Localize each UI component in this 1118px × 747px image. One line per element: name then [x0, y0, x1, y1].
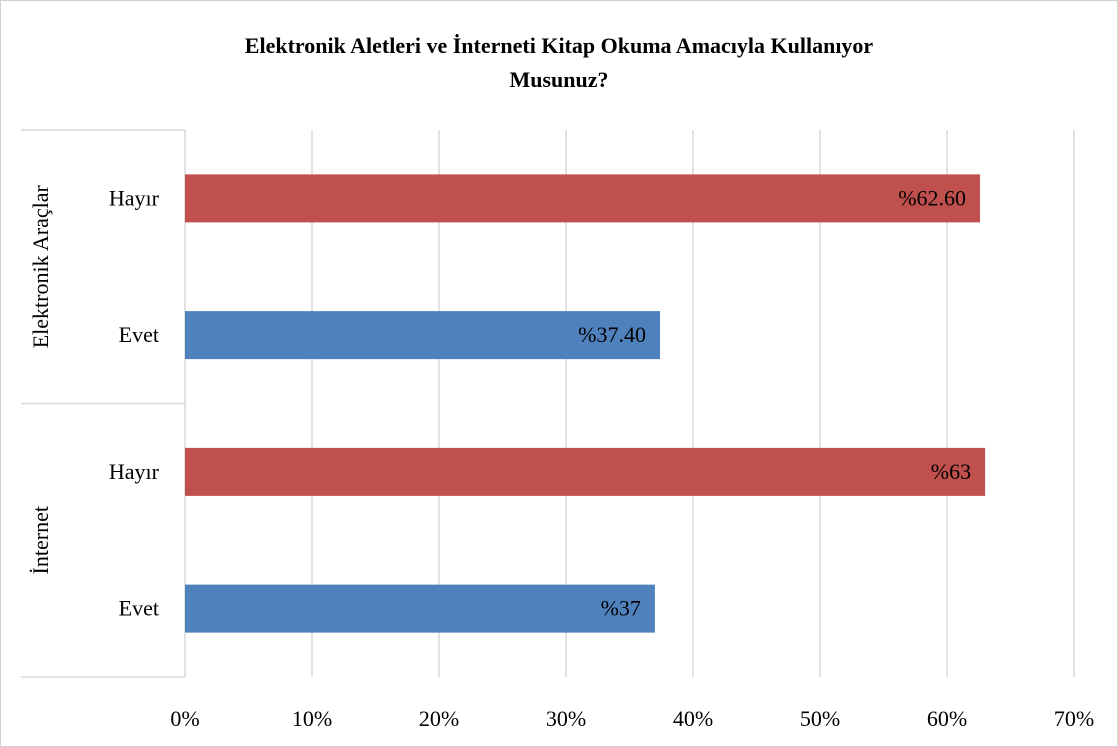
- chart-title-line-2: Musunuz?: [509, 67, 609, 92]
- bar: [185, 447, 986, 496]
- x-tick-label: 0%: [170, 706, 199, 731]
- category-label: Hayır: [109, 459, 160, 484]
- category-label: Hayır: [109, 185, 160, 210]
- data-label: %37.40: [578, 322, 646, 347]
- bar: [185, 584, 655, 633]
- x-tick-label: 70%: [1054, 706, 1094, 731]
- bar: [185, 174, 981, 223]
- x-tick-label: 10%: [292, 706, 332, 731]
- category-label: Evet: [119, 322, 159, 347]
- data-label: %62.60: [898, 185, 966, 210]
- x-tick-label: 60%: [927, 706, 967, 731]
- group-label: İnternet: [28, 506, 53, 574]
- bar: [185, 311, 660, 360]
- chart-title-line-1: Elektronik Aletleri ve İnterneti Kitap O…: [244, 33, 874, 58]
- data-label: %37: [601, 596, 641, 621]
- x-tick-label: 30%: [546, 706, 586, 731]
- x-tick-label: 20%: [419, 706, 459, 731]
- data-label: %63: [931, 459, 971, 484]
- category-label: Evet: [119, 596, 159, 621]
- x-tick-label: 50%: [800, 706, 840, 731]
- x-tick-label: 40%: [673, 706, 713, 731]
- group-label: Elektronik Araçlar: [28, 185, 53, 349]
